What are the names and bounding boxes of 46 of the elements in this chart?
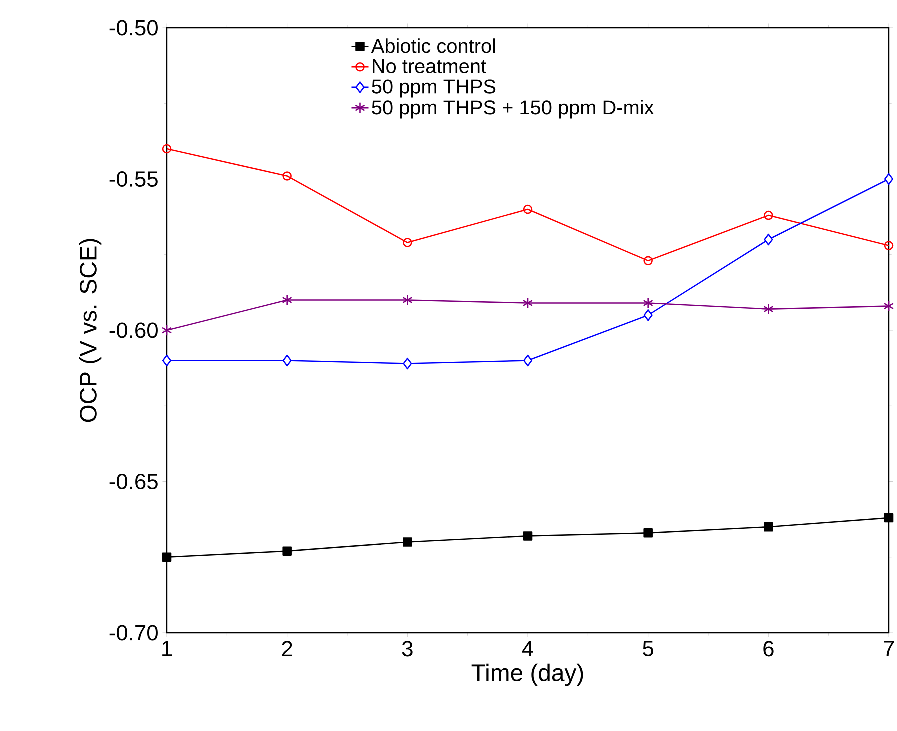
y-tick-label: -0.60 [110,322,158,338]
legend-label: No treatment [373,60,486,74]
point [522,297,534,310]
point [162,552,172,562]
x-tick-label: 5 [643,641,654,656]
point [523,354,533,367]
point [764,234,774,246]
point [644,256,653,266]
point [403,358,412,370]
y-axis-title: OCP (V vs. SCE) [79,239,102,422]
y-tick-label: -0.55 [110,171,158,188]
legend-label: 50 ppm THPS + 150 ppm D-mix [372,100,654,119]
point [282,172,292,181]
point [162,144,172,154]
point [764,210,774,220]
point [644,310,653,322]
point [282,354,292,367]
point [884,513,894,523]
x-tick-label: 3 [402,641,413,657]
point [764,303,774,316]
point [403,538,412,547]
point [884,300,894,312]
x-tick-label: 2 [282,641,292,656]
point [282,546,292,556]
x-tick-label: 1 [162,641,172,656]
point [764,522,774,532]
point [884,173,894,186]
point [162,324,172,336]
x-tick-label: 7 [884,641,894,656]
point [282,294,292,306]
point [403,238,412,248]
point [644,528,653,538]
x-tick-label: 4 [522,641,534,656]
legend-label: Abiotic control [371,38,496,54]
point [402,294,413,306]
x-axis-title: Time (day) [472,664,584,686]
legend-label: 50 ppm THPS [372,80,496,98]
point [643,297,654,310]
point [884,241,894,250]
point [523,204,533,214]
x-tick-label: 6 [764,641,774,657]
y-tick-label: -0.50 [110,20,158,36]
y-tick-label: -0.65 [110,474,158,490]
y-tick-label: -0.70 [110,625,158,641]
point [523,532,533,541]
point [162,354,172,367]
